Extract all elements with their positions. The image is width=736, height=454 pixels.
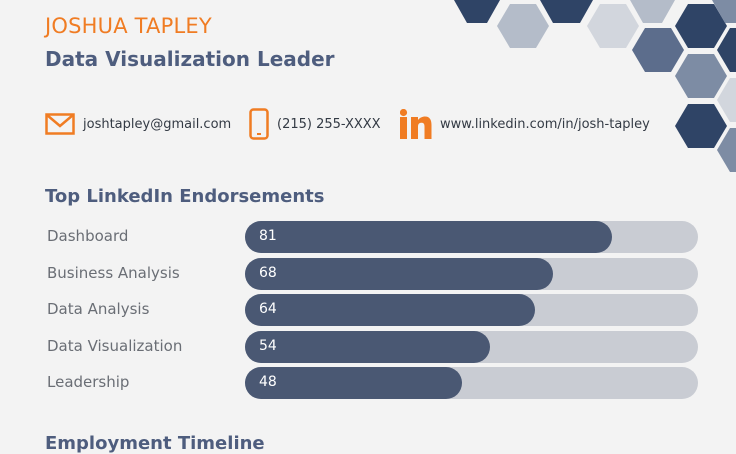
phone-icon — [249, 108, 269, 140]
bar[interactable]: 81 — [245, 221, 612, 253]
bar-row: Dashboard 81 — [0, 221, 736, 253]
bar-category-label: Data Analysis — [47, 300, 150, 318]
hexagon — [717, 128, 736, 172]
bar-track: 54 — [245, 331, 698, 363]
bar-category-label: Business Analysis — [47, 264, 180, 282]
linkedin-icon — [400, 109, 432, 139]
hexagon — [717, 28, 736, 72]
hexagon — [675, 54, 727, 98]
bar-category-label: Leadership — [47, 373, 130, 391]
bar[interactable]: 68 — [245, 258, 553, 290]
hexagon — [540, 0, 593, 23]
bar[interactable]: 48 — [245, 367, 462, 399]
timeline-title: Employment Timeline — [45, 433, 265, 454]
bar-value-label: 48 — [259, 374, 277, 390]
person-name: JOSHUA TAPLEY — [45, 14, 212, 38]
bar-value-label: 64 — [259, 301, 277, 317]
hexagon — [717, 78, 736, 122]
hexagon — [675, 104, 727, 148]
bar[interactable]: 64 — [245, 294, 535, 326]
email-contact[interactable]: joshtapley@gmail.com — [45, 106, 231, 142]
bar-track: 48 — [245, 367, 698, 399]
bar-row: Data Visualization 54 — [0, 331, 736, 363]
email-text[interactable]: joshtapley@gmail.com — [83, 116, 232, 132]
bar-category-label: Dashboard — [47, 227, 129, 245]
bar-value-label: 81 — [259, 228, 277, 244]
bar-row: Leadership 48 — [0, 367, 736, 399]
hexagon — [675, 4, 727, 48]
hexagon — [712, 0, 736, 23]
bar-track: 68 — [245, 258, 698, 290]
linkedin-url-link[interactable]: www.linkedin.com/in/josh-tapley — [440, 116, 650, 132]
hexagon — [630, 0, 675, 23]
bar-track: 64 — [245, 294, 698, 326]
hexagon — [632, 28, 684, 72]
bar-row: Data Analysis 64 — [0, 294, 736, 326]
bar-category-label: Data Visualization — [47, 337, 183, 355]
hexagon — [587, 4, 639, 48]
bar[interactable]: 54 — [245, 331, 490, 363]
hexagon — [454, 0, 500, 23]
job-title: Data Visualization Leader — [45, 47, 335, 71]
phone-text: (215) 255-XXXX — [277, 116, 381, 132]
bar-value-label: 54 — [259, 338, 277, 354]
linkedin-contact[interactable]: www.linkedin.com/in/josh-tapley — [400, 106, 650, 142]
bar-value-label: 68 — [259, 265, 277, 281]
bar-row: Business Analysis 68 — [0, 258, 736, 290]
phone-contact[interactable]: (215) 255-XXXX — [249, 106, 381, 142]
email-icon — [45, 113, 75, 135]
bar-track: 81 — [245, 221, 698, 253]
hexagon — [497, 4, 549, 48]
endorsements-title: Top LinkedIn Endorsements — [45, 186, 325, 207]
